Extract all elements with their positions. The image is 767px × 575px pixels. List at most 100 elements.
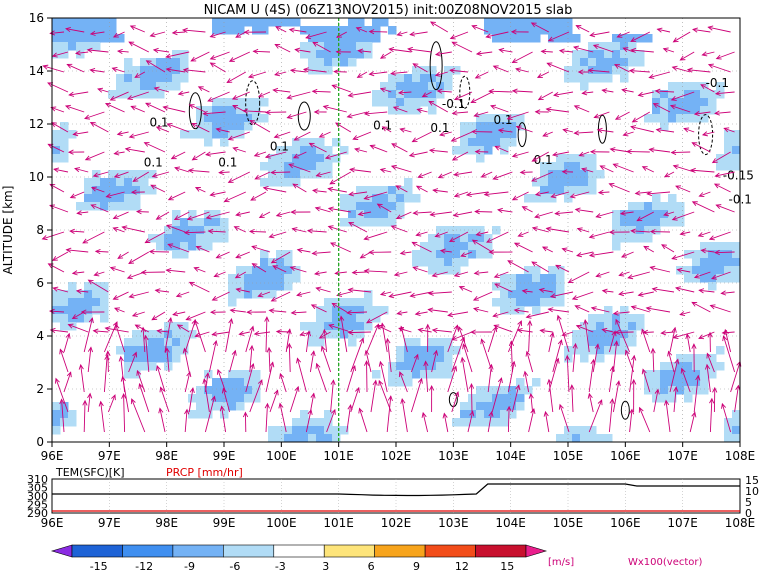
wind-vector-head [130,398,136,405]
wind-vector [194,320,206,353]
wind-vector-head [181,27,188,33]
wind-vector [394,271,408,276]
wind-vector-head [573,130,580,136]
wind-vector-head [721,402,727,409]
wind-vector [389,48,412,53]
wind-vector [151,311,166,321]
wind-vector-head [557,339,563,346]
wind-vector [204,396,215,433]
colorbar-label: 3 [322,560,329,573]
shading-cell [444,234,453,243]
wind-vector [443,413,449,433]
shading-cell [476,130,485,139]
wind-vector [312,189,327,193]
wind-vector-head [134,73,141,78]
shading-cell [572,186,581,195]
surface-right-tick: 0 [745,507,752,520]
wind-vector [303,68,327,73]
wind-vector-head [576,227,583,233]
shading-cell [340,50,349,59]
shading-cell [540,186,549,195]
wind-vector [254,151,267,157]
shading-cell [228,130,237,139]
shading-cell [372,210,381,219]
wind-vector [631,306,650,313]
wind-vector-head [708,235,715,241]
shading-cell [404,346,413,355]
shading-cell [244,114,253,123]
wind-vector-head [50,106,57,112]
wind-vector [584,319,590,353]
shading-cell [228,282,237,291]
wind-vector-head [128,293,135,299]
wind-vector-head [111,394,116,401]
shading-cell [252,18,261,27]
shading-cell [76,42,85,51]
wind-vector [364,191,388,200]
wind-vector-head [539,328,546,334]
wind-vector-head [593,113,600,119]
shading-cell [676,386,685,395]
wind-vector [272,265,287,273]
wind-vector-head [49,30,56,36]
wind-vector-head [378,379,384,386]
wind-vector [512,90,533,93]
wind-vector [694,111,711,115]
shading-cell [316,338,325,347]
shading-cell [132,362,141,371]
shading-cell [140,82,149,91]
wind-vector [296,358,307,393]
wind-vector-head [471,239,478,245]
wind-vector-head [710,274,717,280]
shading-cell [716,242,725,251]
shading-cell [460,410,469,419]
wind-vector [168,191,186,201]
wind-vector [548,358,559,393]
wind-vector [435,71,448,76]
shading-cell [492,402,501,411]
shading-cell [212,18,221,27]
shading-cell [484,394,493,403]
wind-vector-head [249,120,256,125]
shading-cell [308,34,317,43]
wind-vector-head [228,57,235,62]
wind-vector-head [188,104,195,109]
wind-vector [380,291,392,295]
wind-vector-head [347,92,354,98]
shading-cell [436,370,445,379]
wind-vector [448,311,469,316]
shading-cell [268,154,277,163]
wind-vector [608,366,614,393]
shading-cell [332,154,341,163]
wind-vector-head [348,191,355,197]
wind-vector-head [527,320,533,326]
wind-vector-head [364,349,370,356]
wind-vector-head [270,296,277,302]
wind-vector-head [436,88,443,94]
wind-vector [134,71,146,78]
wind-vector [214,271,226,277]
shading-cell [364,26,373,35]
shading-cell [388,106,397,115]
shading-cell [676,106,685,115]
shading-cell [60,18,69,27]
wind-vector-head [667,350,673,357]
wind-vector [380,169,392,173]
wind-vector-head [654,388,660,395]
wind-vector-head [398,371,404,378]
wind-vector-head [124,146,131,153]
wind-vector [621,251,634,258]
wind-vector-head [171,30,178,36]
wind-vector-head [308,142,315,148]
wind-vector [507,111,529,120]
shading-cell [708,258,717,267]
wind-vector-head [357,211,364,217]
wind-vector [70,230,85,233]
wind-vector [487,364,492,393]
shading-cell [484,234,493,243]
wind-vector-head [132,351,138,358]
wind-vector-head [126,274,133,280]
shading-cell [180,218,189,227]
wind-vector-head [649,229,656,235]
shading-cell [316,418,325,427]
